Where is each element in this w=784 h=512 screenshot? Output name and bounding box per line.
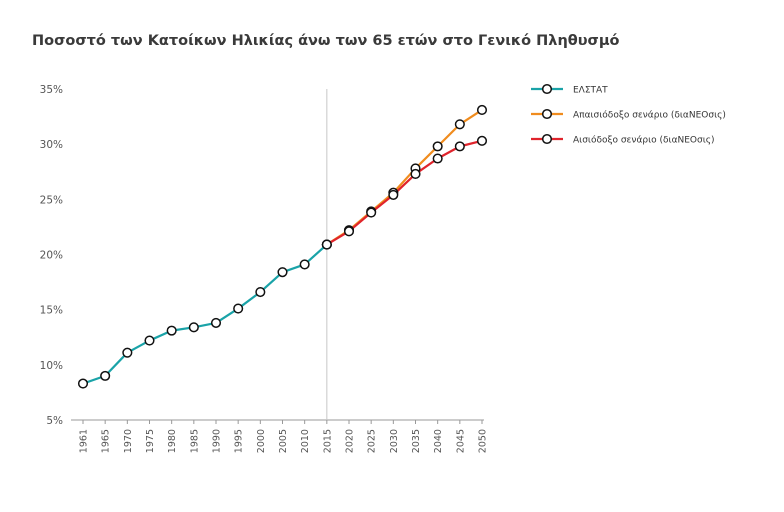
data-point [77,378,89,389]
data-point [432,153,443,164]
legend-swatch-marker [541,108,553,120]
x-tick-label: 2000 [256,429,267,453]
legend-swatch-marker [541,133,553,145]
data-point [277,267,288,278]
y-tick-label: 25% [40,194,63,206]
data-point [144,335,155,346]
data-point [432,141,443,152]
data-point [255,286,266,298]
x-tick-label: 2015 [322,429,333,453]
x-tick-label: 1995 [234,429,245,453]
x-tick-label: 1985 [189,429,200,453]
x-tick-label: 1980 [167,429,178,453]
x-tick-label: 2030 [389,429,400,453]
data-point [454,141,465,152]
x-tick-label: 1970 [123,429,134,453]
x-tick-label: 2035 [411,429,422,453]
legend-label: Απαισιόδοξο σενάριο (διαΝΕΟσις) [573,110,726,121]
y-tick-label: 20% [40,250,63,262]
data-point [100,370,111,381]
y-tick-label: 35% [40,84,63,96]
data-point [299,259,310,270]
y-tick-label: 15% [40,305,63,317]
data-point [210,317,222,328]
data-point [476,104,488,116]
series-lines [82,109,483,385]
chart-title: Ποσοστό των Κατοίκων Ηλικίας άνω των 65 … [32,33,620,49]
x-tick-label: 1961 [79,429,90,453]
x-tick-label: 2020 [345,429,356,453]
x-tick-label: 2040 [433,429,444,453]
legend: ΕΛΣΤΑΤ Απαισιόδοξο σενάριο (διαΝΕΟσις) Αισ… [531,83,726,146]
y-tick-label: 10% [40,360,63,372]
legend-label: Αισιόδοξο σενάριο (διαΝΕΟσις) [573,135,715,146]
x-tick-label: 1990 [212,429,223,453]
data-point [454,119,465,130]
x-tick-label: 2010 [300,429,311,453]
x-tick-label: 1965 [101,429,112,453]
x-tick-label: 1975 [145,429,156,453]
data-point [410,168,421,180]
series-line [82,243,328,385]
data-point [166,325,177,336]
legend-label: ΕΛΣΤΑΤ [573,86,608,96]
y-tick-label: 5% [46,415,63,427]
series-line [326,109,483,246]
legend-swatch-marker [541,83,553,95]
x-tick-label: 2050 [478,429,489,453]
axis-layer: 5% 10% 15% 20% 25% 30% 35% 1961 1965 1970 1975 1980… [40,84,489,453]
data-point [366,207,377,218]
data-point [233,303,244,314]
data-point [388,189,399,200]
data-point [122,347,133,358]
series-points [77,104,488,389]
data-point [476,135,488,146]
y-tick-label: 30% [40,139,63,151]
x-tick-label: 2045 [455,429,466,453]
data-point [343,226,355,237]
data-point [321,239,332,250]
x-tick-label: 2025 [367,429,378,453]
x-tick-label: 2005 [278,429,289,453]
data-point [188,322,199,333]
